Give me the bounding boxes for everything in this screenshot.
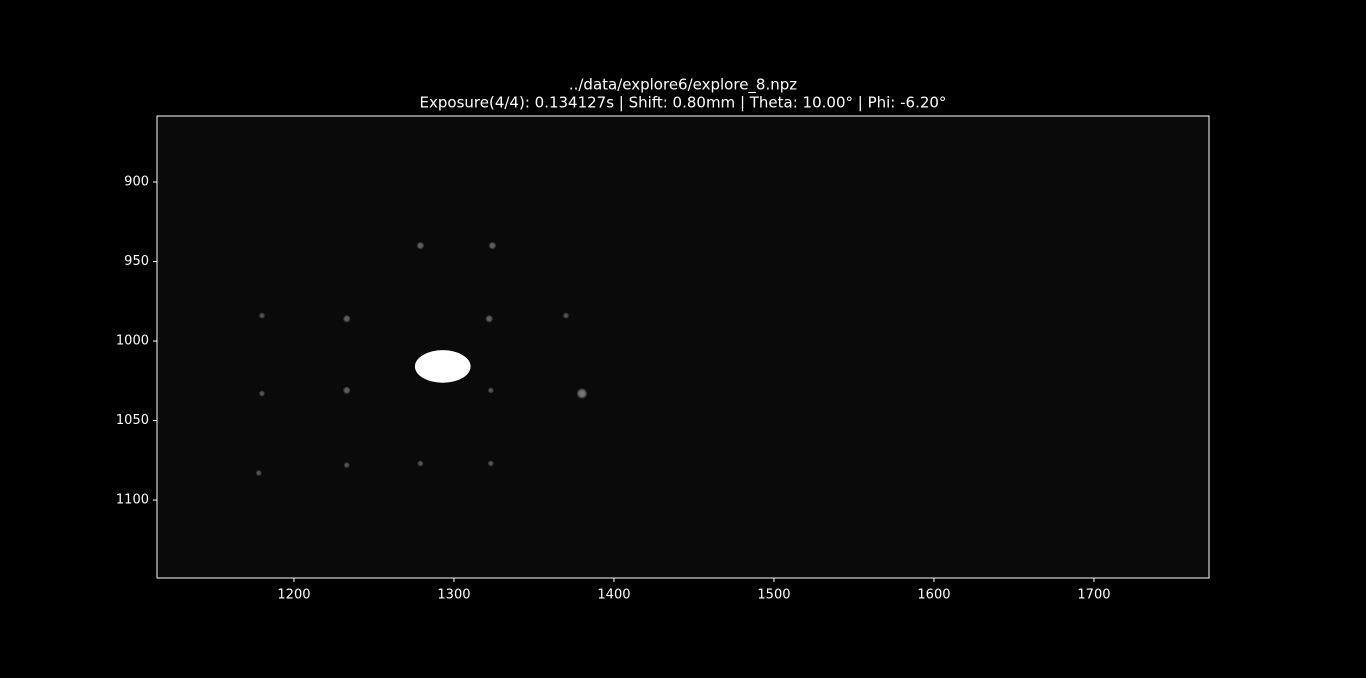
- spot: [488, 241, 497, 250]
- x-tick-label: 1700: [1077, 588, 1110, 603]
- x-tick-label: 1200: [277, 588, 310, 603]
- axes-frame: [156, 115, 1210, 579]
- spot: [576, 387, 588, 400]
- x-tick-label: 1400: [597, 588, 630, 603]
- y-tick-label: 1100: [116, 493, 149, 508]
- chart-subtitle: Exposure(4/4): 0.134127s | Shift: 0.80mm…: [420, 94, 947, 112]
- spot: [414, 350, 471, 383]
- y-tick-label: 900: [124, 175, 149, 190]
- spot: [258, 312, 266, 319]
- spot: [342, 386, 351, 395]
- spot: [416, 241, 425, 250]
- image-area: [157, 116, 1209, 578]
- x-tick-label: 1300: [437, 588, 470, 603]
- y-tick-label: 1000: [116, 334, 149, 349]
- spot: [417, 460, 424, 467]
- spot: [562, 312, 570, 319]
- spot: [342, 314, 351, 323]
- spot: [487, 460, 494, 467]
- spot: [487, 387, 494, 394]
- x-tick-label: 1600: [917, 588, 950, 603]
- chart-title: ../data/explore6/explore_8.npz: [569, 76, 797, 95]
- x-tick-label: 1500: [757, 588, 790, 603]
- y-tick-label: 1050: [116, 413, 149, 428]
- spot: [343, 461, 350, 469]
- spot: [485, 314, 494, 323]
- spot: [258, 390, 266, 397]
- spot: [255, 469, 262, 477]
- y-tick-label: 950: [124, 254, 149, 269]
